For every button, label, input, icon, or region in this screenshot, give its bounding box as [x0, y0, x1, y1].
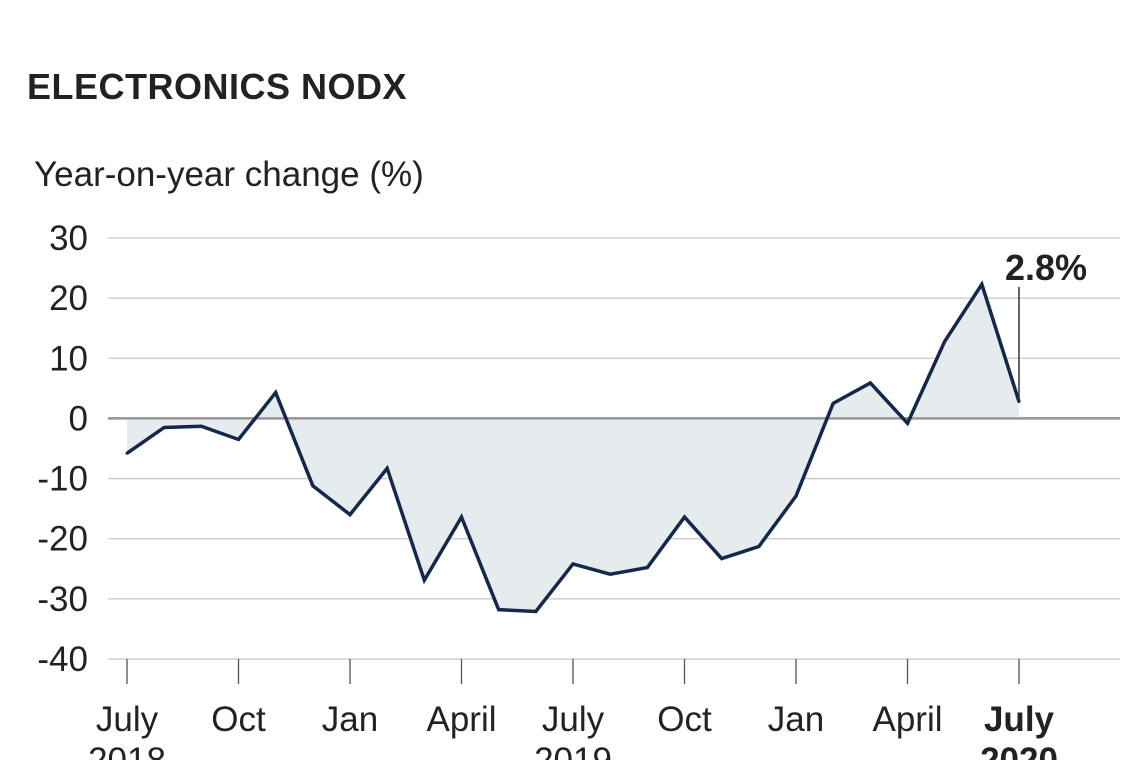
callout-label: 2.8% — [1005, 247, 1087, 288]
y-tick-label: -40 — [37, 640, 88, 679]
x-tick-label: Jan — [322, 700, 378, 739]
x-tick-label: Oct — [211, 700, 266, 739]
data-point — [460, 515, 463, 519]
x-tick-label: July — [542, 700, 605, 739]
x-tick-year-label: 2020 — [980, 741, 1058, 760]
data-point — [683, 515, 686, 519]
data-point — [868, 381, 872, 385]
x-tick-label: April — [426, 700, 496, 739]
data-point — [608, 572, 612, 576]
chart-title: ELECTRONICS NODX — [27, 66, 408, 107]
y-axis-label: Year-on-year change (%) — [34, 155, 424, 194]
x-tick-year-label: 2018 — [88, 741, 166, 760]
x-tick-label: April — [872, 700, 942, 739]
y-tick-label: 20 — [49, 279, 88, 318]
data-point — [645, 566, 649, 570]
data-point — [237, 437, 240, 441]
data-point — [497, 608, 501, 612]
y-tick-label: -30 — [37, 580, 88, 619]
y-tick-label: 30 — [49, 219, 88, 258]
data-point — [422, 578, 426, 582]
data-point — [311, 484, 315, 488]
data-point — [348, 513, 352, 517]
data-point — [757, 545, 761, 549]
data-point — [943, 339, 947, 343]
x-tick-label: July — [984, 700, 1055, 739]
data-point — [720, 557, 724, 561]
series-area — [127, 284, 1019, 612]
data-point — [162, 425, 166, 429]
data-point — [199, 424, 203, 428]
data-point — [571, 562, 575, 566]
x-tick-label: Oct — [657, 700, 712, 739]
data-point — [831, 401, 835, 405]
y-tick-label: 10 — [49, 339, 88, 378]
y-tick-label: -10 — [37, 460, 88, 499]
y-tick-label: 0 — [69, 399, 88, 438]
y-tick-label: -20 — [37, 520, 88, 559]
data-point — [980, 282, 984, 286]
data-point — [906, 421, 909, 425]
data-point — [125, 451, 129, 455]
data-point — [385, 466, 389, 470]
x-tick-year-label: 2019 — [534, 741, 612, 760]
data-point — [794, 494, 798, 498]
x-tick-label: Jan — [768, 700, 824, 739]
data-point — [534, 609, 538, 613]
data-point — [274, 391, 278, 395]
x-tick-label: July — [96, 700, 159, 739]
